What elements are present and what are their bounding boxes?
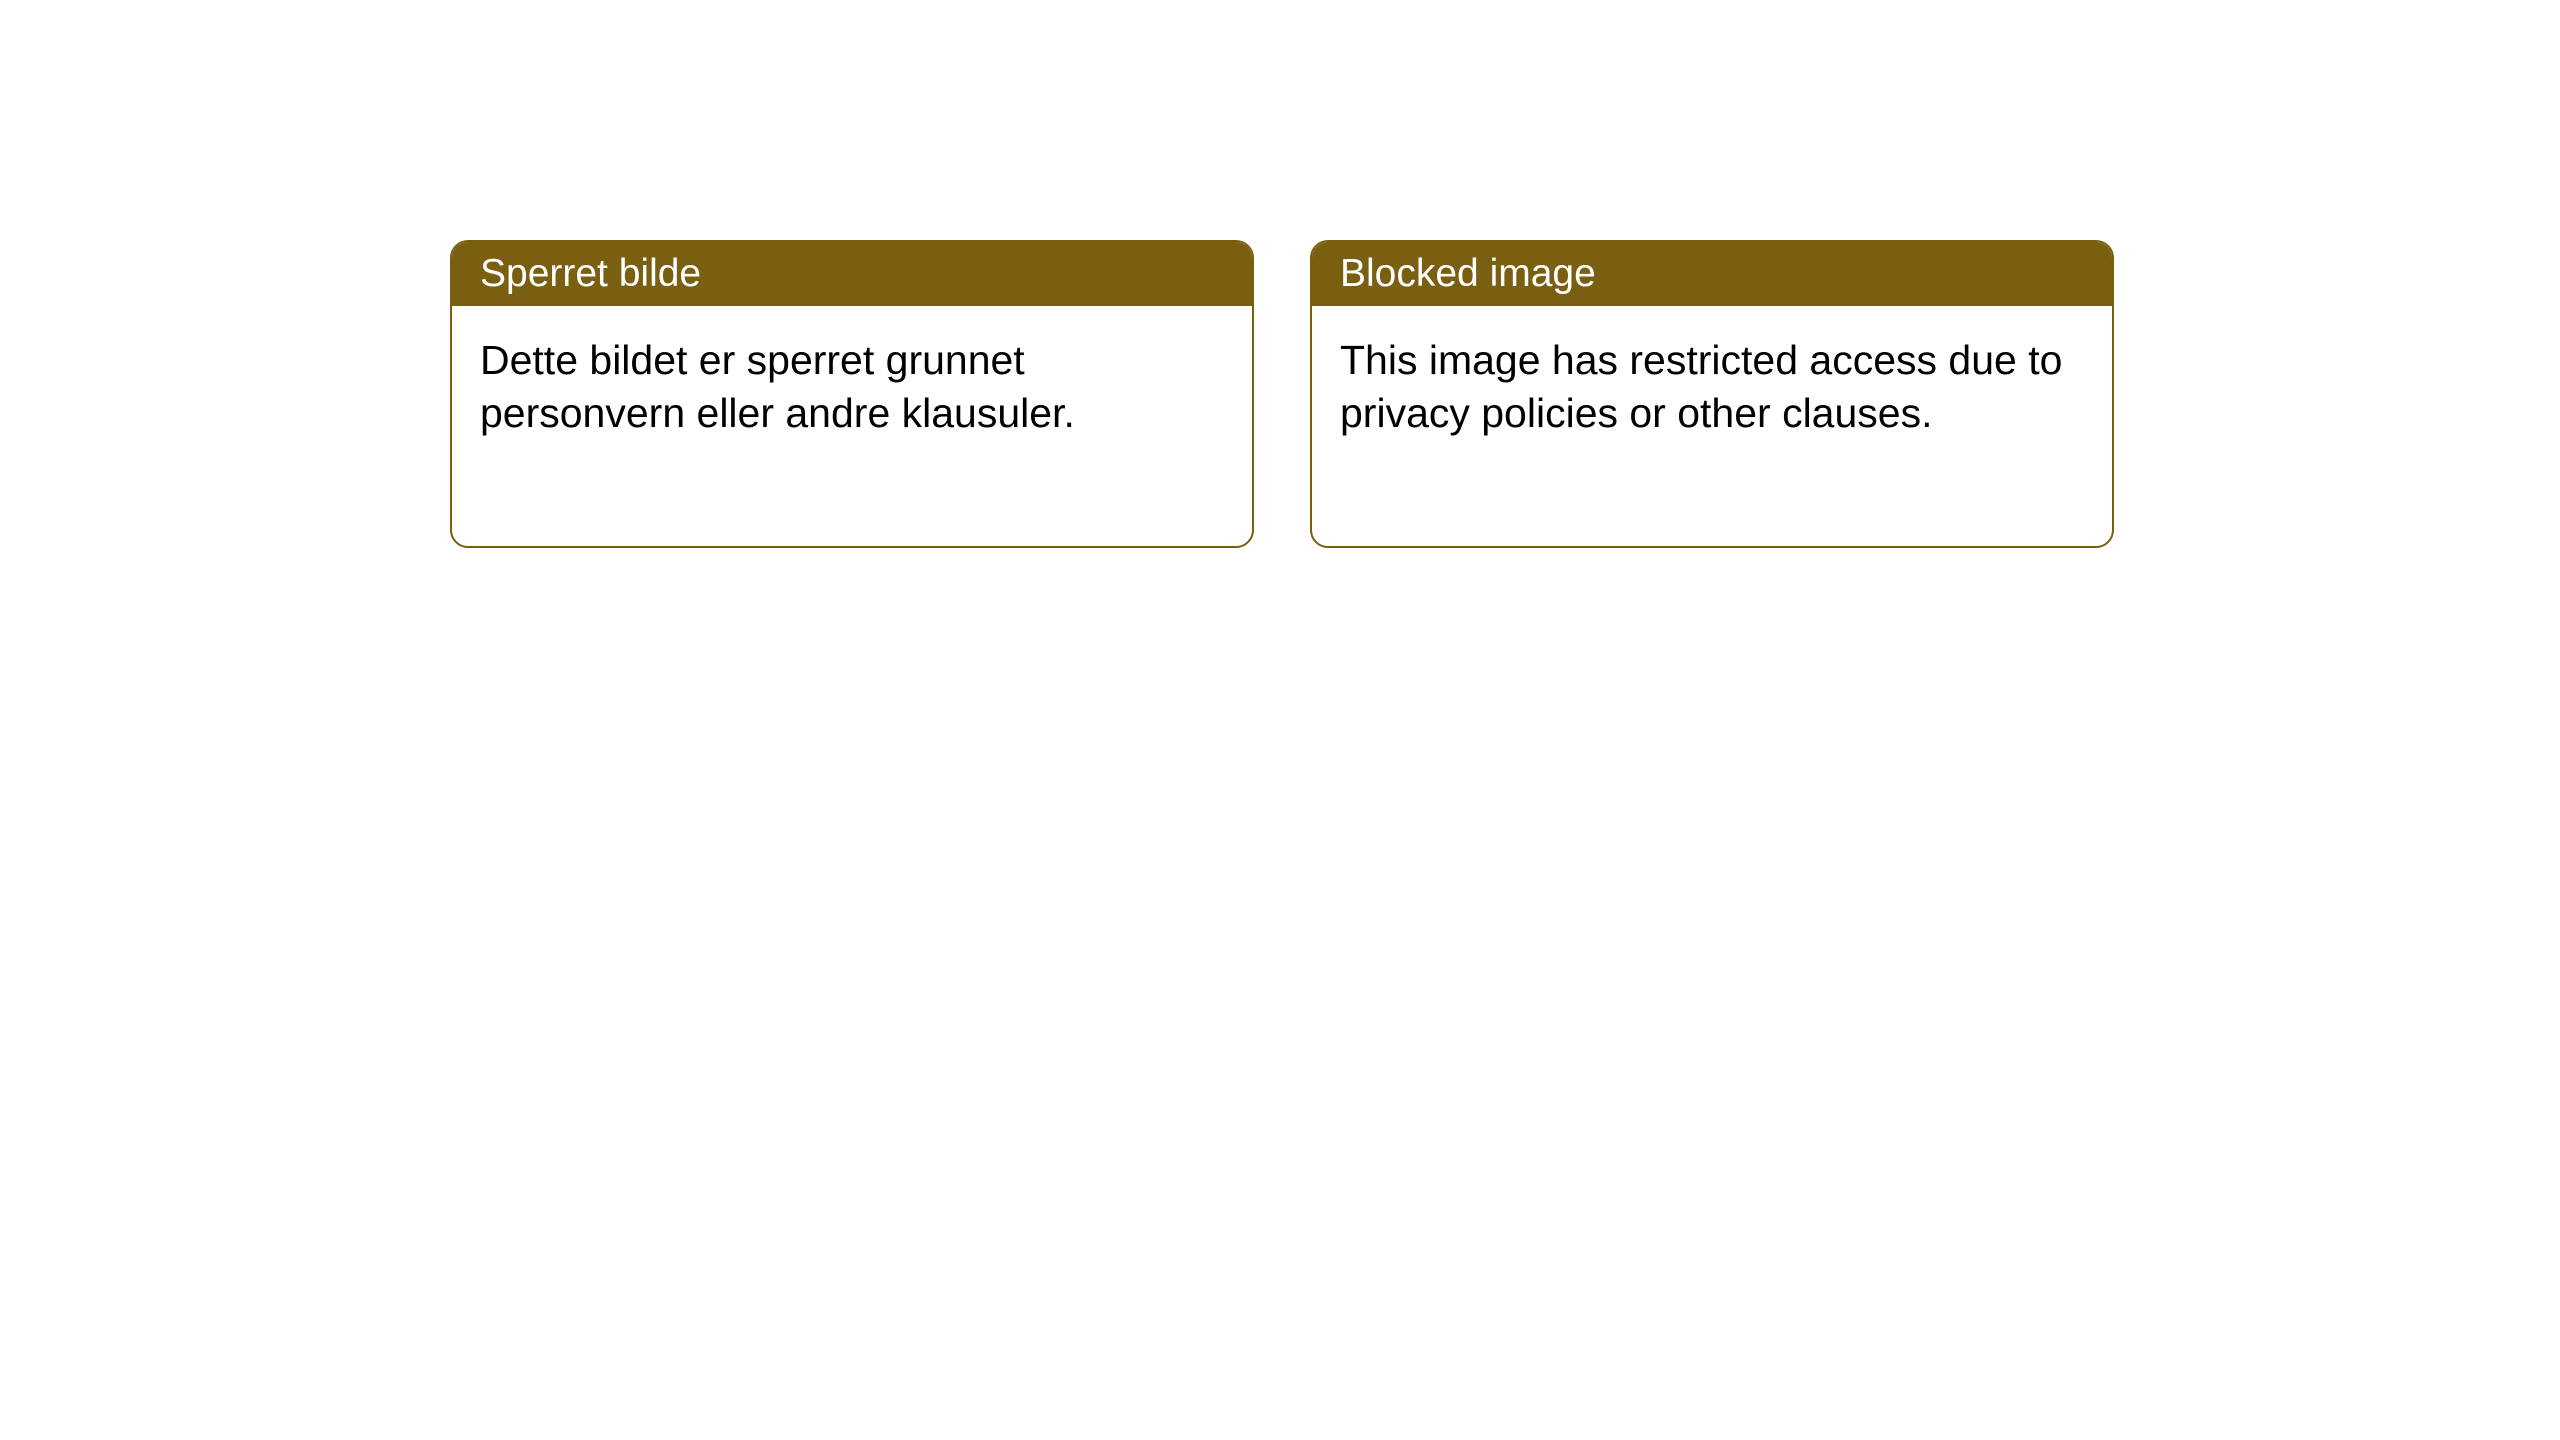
notice-body-norwegian: Dette bildet er sperret grunnet personve… [452,306,1252,546]
notice-header-norwegian: Sperret bilde [452,242,1252,306]
notice-body-english: This image has restricted access due to … [1312,306,2112,546]
notice-box-english: Blocked image This image has restricted … [1310,240,2114,548]
notice-header-english: Blocked image [1312,242,2112,306]
notice-container: Sperret bilde Dette bildet er sperret gr… [450,240,2114,548]
notice-box-norwegian: Sperret bilde Dette bildet er sperret gr… [450,240,1254,548]
